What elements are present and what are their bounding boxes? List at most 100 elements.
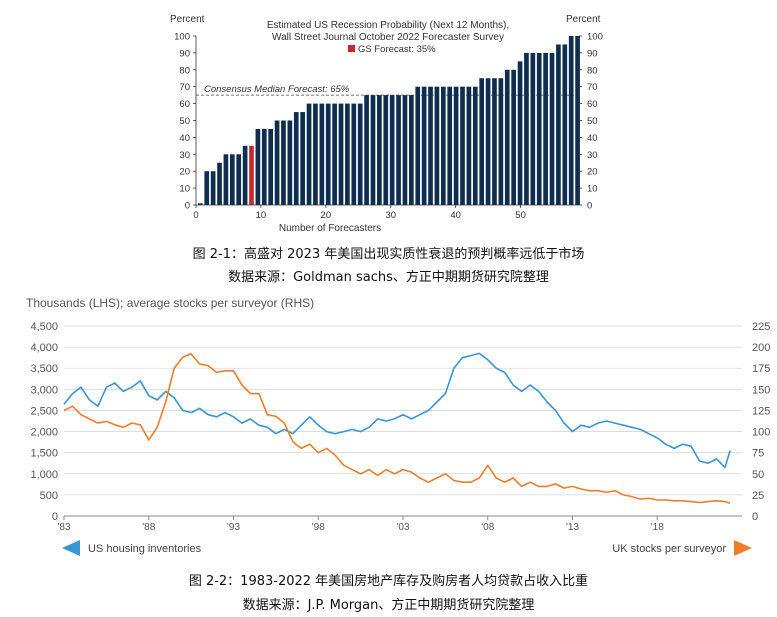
chart2-ytick-right: 0: [752, 511, 758, 523]
chart1-bar: [364, 95, 369, 205]
chart1-bar: [389, 95, 395, 205]
chart1-bar: [536, 52, 542, 206]
chart1-bar: [357, 103, 363, 205]
chart1-bar: [421, 86, 427, 205]
chart1-ytick-left: 20: [179, 167, 190, 178]
fig2-caption: 图 2-2：1983-2022 年美国房地产库存及购房者人均贷款占收入比重: [188, 574, 589, 589]
legend-us-housing: US housing inventories: [88, 543, 202, 555]
chart2-ytick-left: 0: [52, 511, 58, 523]
chart1-bar: [338, 103, 344, 205]
chart1-bar: [440, 86, 446, 205]
chart1-bar: [498, 78, 504, 205]
chart1-bar: [434, 86, 440, 205]
chart2-ytick-right: 50: [752, 469, 764, 481]
chart1-bar: [402, 95, 408, 205]
chart1-ytick-left: 60: [179, 99, 190, 110]
chart1-bar-gs: [249, 145, 254, 205]
fig1-caption: 图 2-1：高盛对 2023 年美国出现实质性衰退的预判概率远低于市场: [192, 247, 585, 262]
chart1-xtick: 10: [256, 210, 267, 221]
us-housing-line: [63, 352, 731, 469]
chart1-bar: [556, 44, 561, 206]
chart2-ytick-left: 2,500: [30, 405, 58, 417]
fig1-source: 数据来源：Goldman sachs、方正中期期货研究院整理: [228, 270, 549, 285]
chart2-ytick-left: 2,000: [30, 427, 58, 439]
chart1-xtick: 50: [515, 210, 526, 221]
chart2-ytick-left: 1,000: [30, 469, 58, 481]
chart1-ytick-left: 30: [179, 150, 190, 161]
chart1-bar: [472, 86, 478, 205]
chart2-xtick: '08: [481, 522, 494, 533]
legend-uk-stocks: UK stocks per surveyor: [612, 543, 726, 555]
chart1-ytick-right: 30: [587, 150, 598, 161]
fig2-source: 数据来源：J.P. Morgan、方正中期期货研究院整理: [242, 598, 535, 613]
chart1-bar: [223, 154, 229, 205]
chart2-ytick-left: 500: [40, 490, 58, 502]
chart2-xtick: '83: [57, 522, 70, 533]
chart1-bar: [210, 171, 216, 205]
chart1-bar: [325, 103, 331, 205]
chart2-ytick-right: 150: [752, 384, 770, 396]
chart2-ytick-right: 100: [752, 427, 770, 439]
chart1-ytick-left: 0: [185, 201, 190, 212]
chart1-bar: [255, 128, 261, 205]
chart1-bar: [198, 203, 203, 205]
chart1-ytick-left: 90: [179, 48, 190, 59]
chart1-bar: [409, 95, 414, 205]
chart1-bar: [575, 36, 580, 205]
chart2-xtick: '13: [566, 522, 579, 533]
chart1-bar: [453, 86, 459, 205]
chart1-ytick-right: 70: [587, 82, 598, 93]
chart2-ytick-right: 175: [752, 363, 770, 375]
chart1-bar: [517, 61, 523, 205]
uk-stocks-line: [63, 353, 731, 505]
chart2-ytick-right: 25: [752, 490, 764, 502]
chart2-ytick-right: 200: [752, 342, 770, 354]
chart1-bar: [306, 103, 312, 205]
chart1-bar: [568, 36, 574, 205]
chart1-bar: [319, 103, 325, 205]
chart1-bar: [217, 162, 222, 205]
chart1-bar: [300, 112, 305, 205]
chart2-xtick: '98: [312, 522, 325, 533]
chart1-legend-swatch: [348, 45, 355, 52]
chart1-bar: [415, 86, 421, 205]
chart1-subtitle: Wall Street Journal October 2022 Forecas…: [272, 32, 504, 43]
chart1-ytick-right: 20: [587, 167, 598, 178]
chart1-bar: [351, 103, 357, 205]
chart1-ytick-right: 60: [587, 99, 598, 110]
chart2-xtick: '88: [142, 522, 155, 533]
housing-inventory-chart: Thousands (LHS); average stocks per surv…: [26, 296, 770, 556]
chart1-bar: [274, 120, 280, 205]
chart1-ytick-right: 40: [587, 133, 598, 144]
left-arrow-icon: [62, 540, 80, 556]
chart1-bar: [377, 95, 382, 205]
chart1-ytick-right: 100: [587, 32, 603, 43]
chart1-bar: [447, 86, 453, 205]
chart1-ytick-left: 80: [179, 65, 190, 76]
chart1-title: Estimated US Recession Probability (Next…: [267, 20, 509, 31]
chart1-bar: [229, 154, 235, 205]
chart1-bar: [492, 78, 497, 205]
chart1-bar: [293, 112, 299, 205]
chart1-ylabel-left: Percent: [170, 14, 205, 25]
chart1-bar: [287, 120, 293, 205]
chart1-bar: [332, 103, 337, 205]
chart1-ytick-left: 10: [179, 184, 190, 195]
chart1-consensus-annotation: Consensus Median Forecast: 65%: [204, 84, 350, 95]
chart1-ylabel-right: Percent: [566, 14, 601, 25]
chart1-bar: [261, 128, 267, 205]
chart2-ytick-left: 3,500: [30, 363, 58, 375]
chart1-xtick: 30: [385, 210, 396, 221]
chart1-xtick: 40: [450, 210, 461, 221]
chart2-ytick-right: 225: [752, 321, 770, 333]
chart2-ytick-right: 125: [752, 405, 770, 417]
chart1-bar: [242, 145, 248, 205]
chart1-bar: [485, 78, 491, 205]
chart1-bar: [504, 69, 510, 205]
chart1-ytick-left: 70: [179, 82, 190, 93]
chart1-bar: [428, 86, 433, 205]
chart1-bar: [543, 52, 548, 206]
chart2-xtick: '18: [651, 522, 664, 533]
chart1-bar: [313, 103, 318, 205]
